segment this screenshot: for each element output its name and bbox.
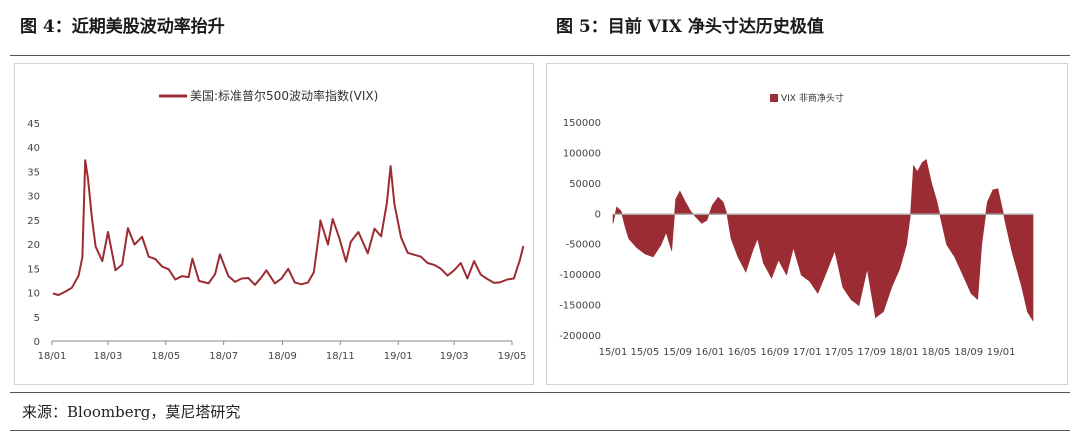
x-tick-label: 17/09 (857, 347, 886, 358)
vix-net-position-area-chart: VIX 非商净头寸 150000 100000 50000 0 -50000 -100000… (559, 92, 1034, 358)
x-tick-label: 19/05 (498, 351, 527, 362)
x-tick-label: 16/01 (696, 347, 725, 358)
y-tick-label: 45 (27, 119, 40, 130)
vix-index-chart-panel: 美国:标准普尔500波动率指数(VIX) 0 5 10 15 20 25 30 35 40 45 18… (14, 63, 534, 385)
vix-index-line-chart: 美国:标准普尔500波动率指数(VIX) 0 5 10 15 20 25 30 35 40 45 18… (27, 88, 527, 362)
y-tick-label: -50000 (566, 240, 601, 251)
x-tick-label: 19/01 (987, 347, 1016, 358)
y-tick-label: 40 (27, 143, 40, 154)
y-tick-label: -150000 (559, 301, 601, 312)
x-tick-label: 17/05 (825, 347, 854, 358)
x-tick-label: 18/03 (94, 351, 123, 362)
top-divider (10, 55, 1070, 56)
y-tick-label: 35 (27, 167, 40, 178)
y-tick-label: 50000 (569, 179, 601, 190)
source-note: 来源：Bloomberg，莫尼塔研究 (22, 403, 241, 421)
x-tick-label: 18/11 (326, 351, 355, 362)
x-tick-label: 15/09 (663, 347, 692, 358)
y-tick-label: 0 (34, 337, 40, 348)
x-tick-label: 18/07 (209, 351, 238, 362)
vix-net-position-chart-panel: VIX 非商净头寸 150000 100000 50000 0 -50000 -100000… (546, 63, 1068, 385)
y-tick-label: 10 (27, 289, 40, 300)
legend-swatch (770, 94, 778, 102)
legend-label: VIX 非商净头寸 (781, 92, 844, 104)
y-tick-label: 20 (27, 240, 40, 251)
x-tick-label: 18/01 (890, 347, 919, 358)
source-divider (10, 392, 1070, 393)
y-tick-label: 15 (27, 264, 40, 275)
x-tick-label: 18/01 (38, 351, 67, 362)
vix-series-line (52, 159, 525, 296)
y-tick-label: 5 (34, 313, 40, 324)
y-tick-label: 150000 (563, 118, 601, 129)
x-tick-label: 19/01 (384, 351, 413, 362)
y-tick-label: 100000 (563, 148, 601, 159)
x-tick-label: 18/09 (268, 351, 297, 362)
legend-label: 美国:标准普尔500波动率指数(VIX) (190, 88, 378, 103)
y-tick-label: 0 (595, 209, 601, 220)
x-tick-label: 18/09 (954, 347, 983, 358)
y-tick-label: 30 (27, 192, 40, 203)
x-tick-label: 17/01 (793, 347, 822, 358)
y-tick-label: -100000 (559, 270, 601, 281)
x-tick-label: 15/01 (599, 347, 628, 358)
y-tick-label: 25 (27, 216, 40, 227)
x-tick-label: 16/05 (728, 347, 757, 358)
x-tick-label: 15/05 (630, 347, 659, 358)
x-tick-label: 18/05 (151, 351, 180, 362)
y-tick-label: -200000 (559, 331, 601, 342)
right-figure-title: 图 5：目前 VIX 净头寸达历史极值 (556, 17, 824, 37)
x-tick-label: 19/03 (440, 351, 469, 362)
left-figure-title: 图 4：近期美股波动率抬升 (20, 17, 225, 37)
x-tick-label: 18/05 (922, 347, 951, 358)
x-tick-label: 16/09 (760, 347, 789, 358)
bottom-divider (10, 430, 1070, 431)
net-position-area (612, 158, 1034, 322)
